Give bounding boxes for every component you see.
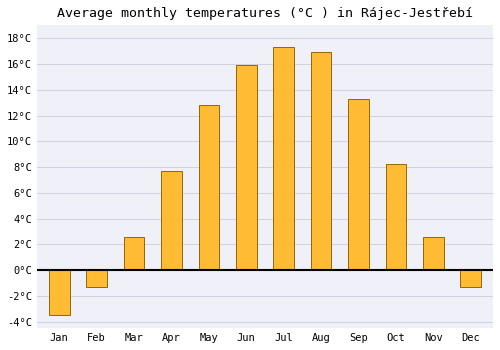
- Title: Average monthly temperatures (°C ) in Rájec-Jestřebí: Average monthly temperatures (°C ) in Rá…: [57, 7, 473, 20]
- Bar: [310, 52, 332, 270]
- Bar: [124, 237, 144, 270]
- Bar: [423, 237, 444, 270]
- Bar: [386, 164, 406, 270]
- Bar: [236, 65, 256, 270]
- Bar: [274, 47, 294, 270]
- Bar: [348, 99, 368, 270]
- Bar: [49, 270, 70, 315]
- Bar: [198, 105, 219, 270]
- Bar: [86, 270, 107, 287]
- Bar: [460, 270, 481, 287]
- Bar: [161, 171, 182, 270]
